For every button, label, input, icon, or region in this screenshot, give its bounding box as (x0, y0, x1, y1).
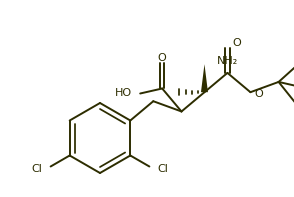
Text: O: O (233, 38, 241, 48)
Text: O: O (158, 54, 167, 63)
Text: O: O (254, 89, 263, 99)
Text: HO: HO (115, 88, 132, 98)
Text: Cl: Cl (32, 164, 43, 175)
Text: NH₂: NH₂ (216, 56, 238, 66)
Text: Cl: Cl (157, 164, 168, 175)
Polygon shape (201, 64, 208, 92)
